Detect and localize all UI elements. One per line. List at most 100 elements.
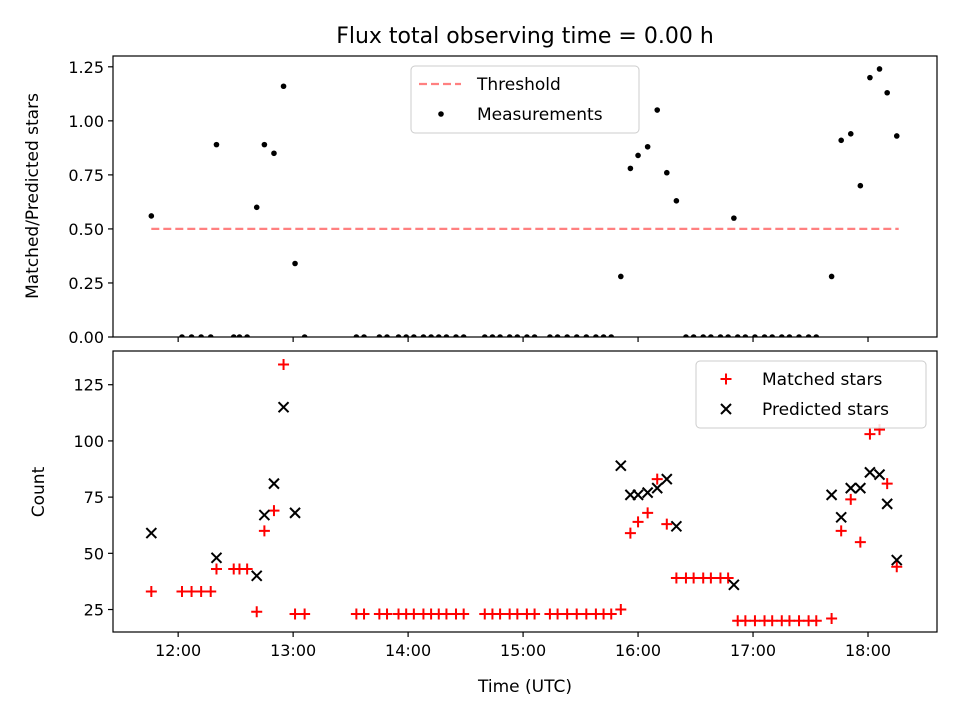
measurement-point bbox=[708, 334, 714, 337]
predicted-star-point bbox=[661, 473, 673, 485]
measurement-point bbox=[531, 334, 538, 337]
matched-star-point bbox=[615, 604, 627, 616]
measurement-point bbox=[884, 89, 890, 96]
y-tick-label: 100 bbox=[73, 432, 104, 451]
predicted-star-point bbox=[891, 554, 903, 566]
predicted-star-point bbox=[825, 489, 838, 501]
measurement-point bbox=[384, 334, 390, 337]
measurement-point bbox=[627, 165, 634, 172]
measurement-point bbox=[644, 143, 651, 150]
legend-label: Threshold bbox=[476, 75, 561, 95]
measurement-point bbox=[573, 334, 580, 337]
measurement-point bbox=[690, 334, 697, 337]
matched-star-point bbox=[195, 586, 207, 598]
measurement-point bbox=[361, 334, 367, 337]
matched-star-point bbox=[749, 615, 761, 627]
measurement-point bbox=[198, 334, 204, 337]
matched-star-point bbox=[241, 563, 253, 575]
measurement-point bbox=[742, 334, 749, 337]
matched-star-point bbox=[642, 507, 654, 519]
matched-star-point bbox=[210, 563, 222, 575]
predicted-star-point bbox=[210, 552, 223, 564]
measurement-point bbox=[725, 334, 731, 337]
bottom-y-axis-label: Count bbox=[29, 466, 49, 517]
axes-frame bbox=[112, 350, 938, 633]
plot-area bbox=[145, 358, 903, 627]
y-tick-label: 125 bbox=[73, 376, 104, 395]
matched-star-point bbox=[739, 615, 751, 627]
axes-frame bbox=[112, 55, 938, 338]
measurement-point bbox=[700, 334, 707, 337]
x-tick-label: 14:00 bbox=[385, 641, 431, 660]
measurement-point bbox=[761, 334, 768, 337]
top-y-axis-label: Matched/Predicted stars bbox=[23, 93, 43, 299]
matched-star-point bbox=[408, 608, 420, 620]
top-panel: 0.00 0.25 0.50 0.75 1.00 1.25 Threshold Measure… bbox=[68, 55, 938, 347]
measurement-point bbox=[420, 334, 427, 337]
x-tick-label: 17:00 bbox=[730, 641, 776, 660]
x-tick-label: 12:00 bbox=[155, 641, 201, 660]
matched-star-point bbox=[494, 608, 506, 620]
matched-star-point bbox=[891, 561, 903, 573]
matched-star-point bbox=[358, 608, 370, 620]
measurement-point bbox=[796, 334, 802, 337]
x-tick-label: 13:00 bbox=[270, 641, 316, 660]
matched-star-point bbox=[688, 572, 700, 584]
matched-star-point bbox=[670, 572, 682, 584]
plot-area bbox=[148, 66, 900, 337]
predicted-star-point bbox=[251, 570, 263, 582]
measurement-point bbox=[497, 334, 503, 337]
measurement-point bbox=[673, 198, 680, 204]
measurement-point bbox=[664, 169, 670, 176]
y-tick-label: 25 bbox=[84, 601, 104, 620]
matched-star-point bbox=[881, 478, 893, 490]
measurement-point bbox=[353, 334, 360, 337]
matched-star-point bbox=[186, 586, 198, 598]
y-tick-label: 50 bbox=[84, 544, 104, 563]
matched-star-point bbox=[651, 473, 663, 485]
matched-star-point bbox=[705, 572, 717, 584]
bottom-panel: 25 50 75 100 125 12:00 13:00 14:00 15:00 16:00 17:… bbox=[73, 350, 938, 660]
measurement-point bbox=[524, 334, 530, 337]
matched-star-point bbox=[661, 518, 673, 530]
measurement-point bbox=[481, 334, 488, 337]
measurement-point bbox=[805, 334, 812, 337]
measurement-point bbox=[769, 334, 775, 337]
measurement-point bbox=[395, 334, 402, 337]
measurement-point bbox=[506, 334, 513, 337]
matched-star-point bbox=[835, 525, 847, 537]
y-tick-label: 0.00 bbox=[68, 328, 104, 347]
measurement-point bbox=[213, 141, 220, 148]
predicted-star-point bbox=[277, 401, 290, 413]
matched-star-point bbox=[529, 608, 541, 620]
y-tick-label: 0.25 bbox=[68, 274, 104, 293]
measurement-point bbox=[453, 334, 459, 337]
matched-star-point bbox=[205, 586, 217, 598]
measurement-point bbox=[583, 334, 590, 337]
measurement-point bbox=[600, 334, 607, 337]
measurement-point bbox=[271, 150, 277, 157]
measurement-point bbox=[717, 334, 724, 337]
predicted-star-point bbox=[268, 477, 280, 490]
measurement-point bbox=[253, 204, 260, 211]
measurement-point bbox=[847, 131, 854, 137]
measurement-point bbox=[244, 334, 250, 337]
predicted-star-point bbox=[289, 507, 301, 519]
legend: Threshold Measurements bbox=[410, 65, 640, 134]
matched-star-point bbox=[580, 608, 592, 620]
measurement-point bbox=[230, 334, 237, 337]
measurement-point bbox=[838, 137, 844, 144]
x-tick-label: 18:00 bbox=[845, 641, 891, 660]
matched-star-point bbox=[826, 613, 838, 625]
measurement-point bbox=[893, 133, 900, 139]
measurement-point bbox=[547, 334, 553, 337]
matched-star-point bbox=[854, 536, 866, 548]
matched-star-point bbox=[278, 358, 290, 370]
predicted-star-point bbox=[641, 486, 654, 499]
measurement-point bbox=[683, 334, 689, 337]
measurement-point bbox=[876, 66, 883, 72]
matched-star-point bbox=[810, 615, 822, 627]
matched-star-point bbox=[251, 606, 263, 618]
measurement-point bbox=[635, 152, 641, 159]
